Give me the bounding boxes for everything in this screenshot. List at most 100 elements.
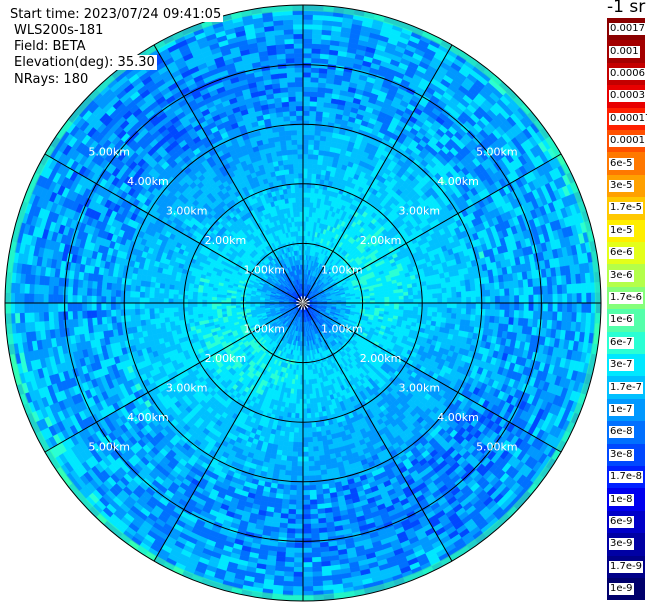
heatmap-cell: [556, 284, 563, 295]
heatmap-cell: [508, 280, 515, 289]
heatmap-cell: [586, 292, 592, 304]
heatmap-cell: [586, 302, 592, 314]
heatmap-cell: [518, 295, 525, 304]
heatmap-cell: [571, 283, 578, 294]
heatmap-cell: [498, 281, 505, 290]
heatmap-cell: [441, 287, 448, 294]
heatmap-cell: [318, 149, 325, 156]
heatmap-cell: [369, 297, 376, 301]
heatmap-cell: [431, 288, 438, 295]
heatmap-cell: [316, 106, 324, 113]
heatmap-cell: [469, 320, 476, 328]
heatmap-cell: [318, 77, 327, 84]
heatmap-cell: [317, 154, 324, 161]
heatmap-cell: [552, 311, 558, 321]
heatmap-cell: [302, 57, 312, 64]
heatmap-cell: [450, 281, 457, 288]
heatmap-cell: [308, 139, 315, 145]
heatmap-cell: [413, 298, 419, 304]
heatmap-cell: [408, 306, 414, 311]
heatmap-cell: [311, 173, 317, 179]
heatmap-cell: [446, 307, 453, 314]
heatmap-cell: [562, 293, 568, 304]
heatmap-cell: [542, 294, 549, 304]
heatmap-cell: [313, 144, 320, 151]
heatmap-cell: [441, 307, 448, 314]
heatmap-cell: [581, 302, 587, 314]
heatmap-cell: [494, 289, 501, 297]
heatmap-cell: [441, 312, 448, 319]
heatmap-cell: [456, 297, 462, 304]
heatmap-cell: [394, 302, 400, 307]
heatmap-cell: [562, 302, 568, 313]
heatmap-cell: [302, 163, 309, 169]
heatmap-cell: [547, 294, 554, 304]
heatmap-cell: [394, 299, 400, 304]
heatmap-cell: [490, 302, 496, 310]
heatmap-cell: [302, 153, 309, 160]
heatmap-cell: [580, 283, 587, 294]
heatmap-cell: [307, 158, 314, 165]
heatmap-cell: [437, 307, 443, 313]
heatmap-cell: [485, 296, 491, 304]
heatmap-cell: [440, 317, 447, 324]
heatmap-cell: [412, 310, 419, 316]
heatmap-cell: [309, 110, 317, 117]
heatmap-cell: [430, 279, 437, 286]
heatmap-cell: [320, 130, 328, 137]
heatmap-cell: [422, 311, 428, 317]
heatmap-cell: [576, 312, 582, 323]
heatmap-cell: [393, 292, 400, 297]
heatmap-cell: [442, 297, 448, 304]
heatmap-cell: [571, 302, 578, 313]
heatmap-cell: [306, 187, 312, 193]
heatmap-cell: [465, 314, 472, 321]
heatmap-cell: [442, 302, 448, 309]
heatmap-cell: [311, 48, 321, 54]
heatmap-cell: [465, 308, 472, 315]
heatmap-cell: [302, 124, 310, 131]
heatmap-cell: [552, 285, 558, 295]
heatmap-cell: [517, 279, 524, 289]
heatmap-cell: [302, 129, 310, 136]
heatmap-cell: [431, 311, 438, 318]
heatmap-cell: [547, 311, 553, 321]
heatmap-cell: [518, 302, 525, 311]
heatmap-cell: [566, 302, 573, 313]
beta-heatmap: [5, 5, 601, 601]
heatmap-cell: [302, 72, 312, 78]
heatmap-cell: [475, 296, 482, 304]
heatmap-cell: [422, 294, 429, 300]
heatmap-cell: [422, 298, 429, 304]
heatmap-cell: [474, 314, 481, 322]
heatmap-cell: [422, 306, 429, 312]
heatmap-cell: [561, 284, 568, 295]
heatmap-cell: [556, 311, 563, 322]
heatmap-cell: [470, 308, 477, 316]
heatmap-cell: [403, 306, 409, 311]
heatmap-cell: [571, 312, 578, 323]
heatmap-cell: [461, 291, 467, 298]
heatmap-cell: [317, 87, 326, 93]
heatmap-cell: [302, 24, 313, 30]
heatmap-cell: [494, 302, 501, 311]
heatmap-cell: [446, 292, 453, 299]
heatmap-cell: [413, 294, 419, 300]
heatmap-cell: [407, 291, 414, 296]
heatmap-cell: [437, 302, 443, 309]
heatmap-cell: [302, 192, 308, 198]
heatmap-cell: [436, 288, 443, 294]
heatmap-cell: [403, 299, 409, 304]
heatmap-cell: [455, 280, 461, 288]
heatmap-cell: [547, 285, 553, 295]
heatmap-cell: [421, 285, 428, 291]
heatmap-cell: [309, 96, 318, 102]
heatmap-cell: [422, 289, 428, 295]
heatmap-cell: [302, 81, 311, 88]
heatmap-cell: [547, 302, 554, 312]
heatmap-cell: [489, 315, 496, 324]
heatmap-cell: [308, 144, 315, 150]
heatmap-cell: [302, 187, 308, 193]
heatmap-cell: [445, 317, 452, 324]
heatmap-cell: [523, 294, 530, 304]
